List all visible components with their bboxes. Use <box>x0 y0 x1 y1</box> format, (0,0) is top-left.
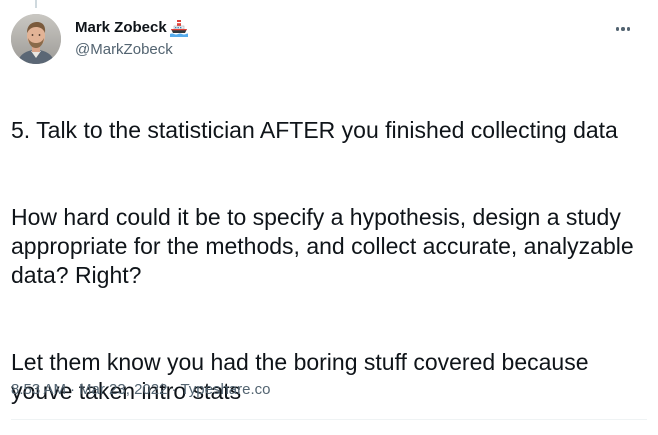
author-handle[interactable]: @MarkZobeck <box>75 42 188 57</box>
avatar-image <box>11 14 61 64</box>
dot <box>621 27 625 31</box>
meta-separator: · <box>70 381 75 398</box>
divider <box>11 419 647 420</box>
tweet-paragraph-1: 5. Talk to the statistician AFTER you fi… <box>11 116 641 145</box>
thread-connector-line <box>35 0 37 8</box>
tweet-source-link[interactable]: Typeshare.co <box>180 381 270 398</box>
ship-icon <box>170 19 188 37</box>
meta-separator: · <box>171 381 176 398</box>
tweet-paragraph-2: How hard could it be to specify a hypoth… <box>11 203 641 290</box>
author-display-name[interactable]: Mark Zobeck <box>75 20 167 35</box>
dot <box>627 27 631 31</box>
author-names: Mark Zobeck @Mar <box>75 18 188 57</box>
more-dots-icon <box>616 27 631 31</box>
dot <box>616 27 620 31</box>
more-options-button[interactable] <box>612 18 634 40</box>
tweet-meta: 8:53 AM · Mar 23, 2022 · Typeshare.co <box>11 381 271 398</box>
tweet-time[interactable]: 8:53 AM <box>11 381 66 398</box>
author-display-name-row[interactable]: Mark Zobeck <box>75 18 188 37</box>
avatar[interactable] <box>11 14 61 64</box>
tweet-date[interactable]: Mar 23, 2022 <box>79 381 167 398</box>
